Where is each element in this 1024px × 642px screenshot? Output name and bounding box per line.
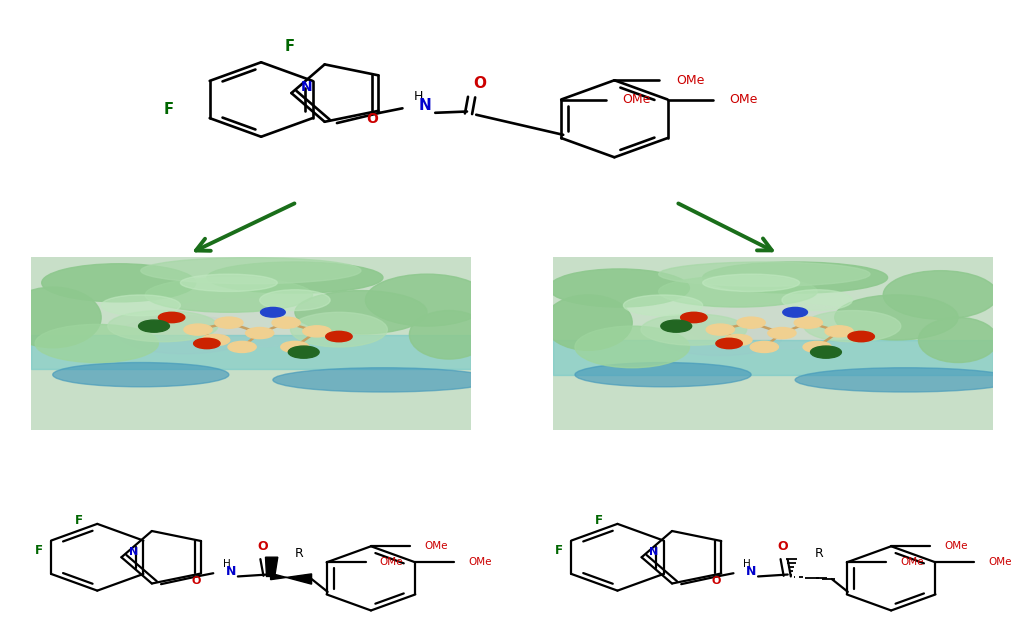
- Text: N: N: [301, 80, 312, 94]
- Text: N: N: [225, 566, 236, 578]
- Text: O: O: [712, 576, 721, 586]
- Text: OMe: OMe: [900, 557, 924, 568]
- Text: F: F: [75, 514, 83, 527]
- Text: N: N: [419, 98, 431, 112]
- Text: O: O: [257, 540, 267, 553]
- Text: OMe: OMe: [944, 541, 968, 551]
- Text: N: N: [129, 547, 138, 557]
- Text: OMe: OMe: [729, 93, 758, 106]
- Text: OMe: OMe: [469, 557, 493, 568]
- Text: H: H: [742, 559, 751, 569]
- Polygon shape: [265, 557, 278, 577]
- Text: H: H: [414, 90, 424, 103]
- Text: F: F: [164, 101, 174, 117]
- Text: O: O: [191, 576, 201, 586]
- Text: R: R: [815, 547, 824, 560]
- Polygon shape: [270, 573, 311, 584]
- Text: H: H: [222, 559, 230, 569]
- Text: OMe: OMe: [424, 541, 447, 551]
- Text: R: R: [295, 547, 304, 560]
- Text: F: F: [285, 39, 295, 55]
- Text: OMe: OMe: [676, 74, 705, 87]
- Text: F: F: [555, 544, 563, 557]
- Text: F: F: [35, 544, 43, 557]
- Text: OMe: OMe: [989, 557, 1013, 568]
- Text: F: F: [595, 514, 603, 527]
- Text: O: O: [777, 540, 787, 553]
- Text: N: N: [649, 547, 658, 557]
- Text: OMe: OMe: [623, 93, 651, 106]
- Text: O: O: [473, 76, 485, 91]
- Text: OMe: OMe: [380, 557, 403, 568]
- Text: N: N: [745, 566, 756, 578]
- Text: O: O: [367, 112, 378, 126]
